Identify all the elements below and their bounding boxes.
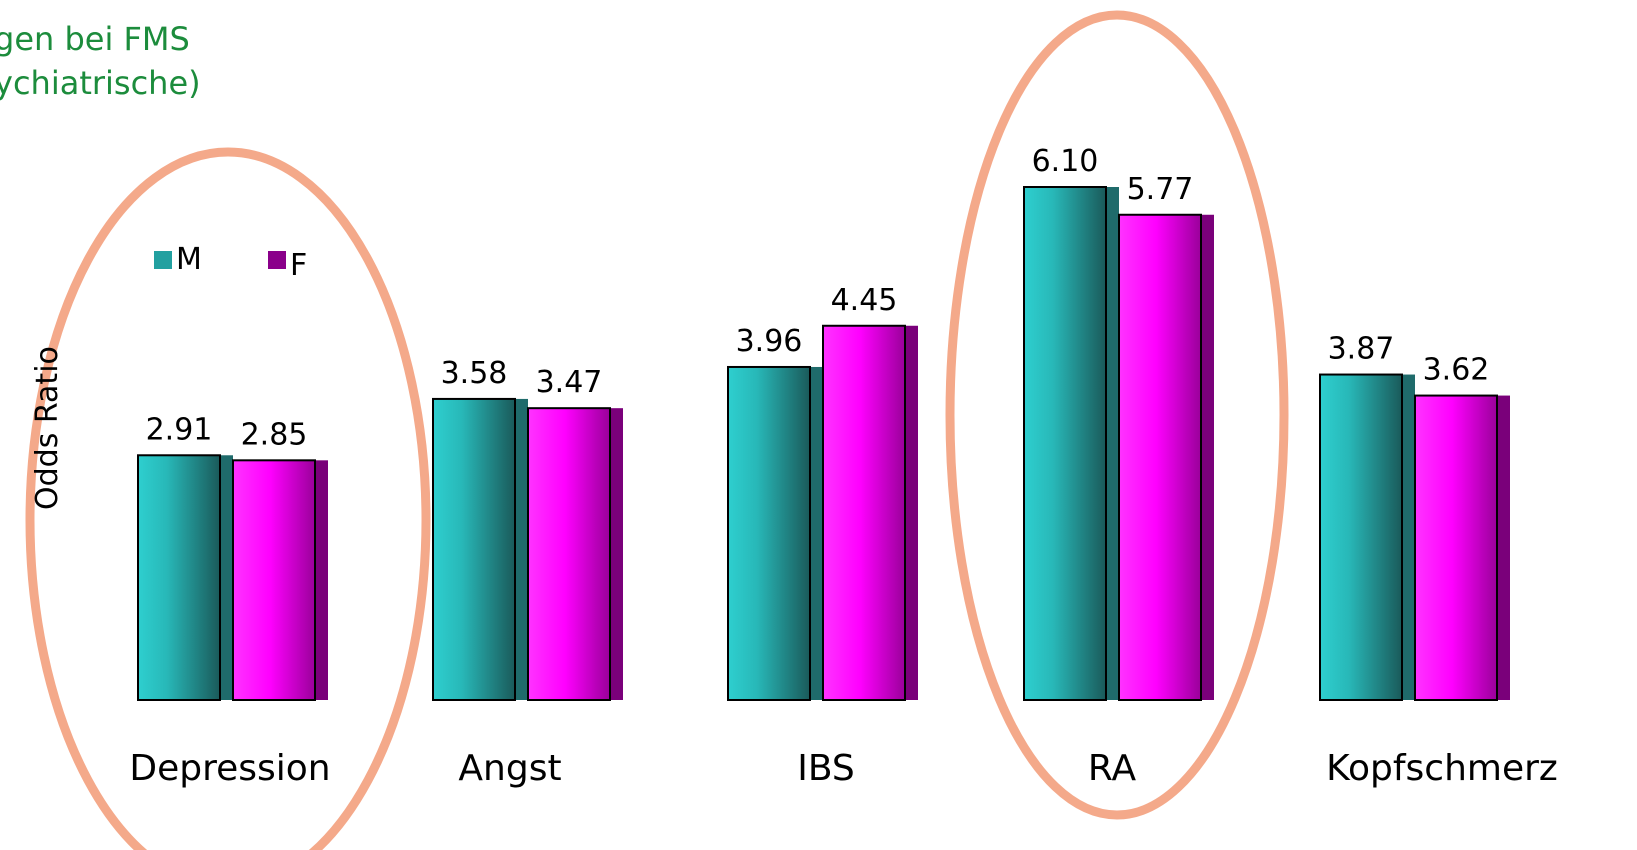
value-label-f-angst: 3.47 [536,365,603,400]
chart-title-line-1: gen bei FMS [0,20,190,58]
highlight-ellipse-ra [945,10,1289,820]
chart-title-line-2: ychiatrische) [0,64,201,102]
legend-swatch-f [268,250,286,269]
value-label-m-kopfschmerz: 3.87 [1328,332,1395,367]
value-label-f-ibs: 4.45 [831,283,898,318]
legend-item-f: F [268,242,307,283]
bar-side-m-depression [220,455,233,700]
value-label-f-kopfschmerz: 3.62 [1423,353,1490,388]
bar-side-f-angst [610,408,623,700]
bar-m-ibs [727,365,811,701]
value-label-m-depression: 2.91 [146,412,213,447]
bar-m-ra [1023,186,1107,701]
y-axis-label: Odds Ratio [30,346,65,510]
bar-side-f-depression [315,460,328,700]
legend-label-m: M [176,242,202,277]
bar-side-m-ra [1106,187,1119,700]
value-label-f-ra: 5.77 [1127,172,1194,207]
value-label-f-depression: 2.85 [241,417,308,452]
bar-f-depression [232,459,316,701]
legend-label-f: F [290,248,308,283]
bar-side-m-ibs [810,366,823,700]
bar-m-angst [432,397,516,701]
category-label-ibs: IBS [797,748,855,789]
legend-swatch-m [154,250,172,269]
bar-f-angst [527,407,611,701]
category-label-kopfschmerz: Kopfschmerz [1326,748,1558,789]
bar-f-ra [1118,213,1202,701]
value-label-m-angst: 3.58 [441,356,508,391]
bar-side-m-kopfschmerz [1402,374,1415,700]
bar-m-kopfschmerz [1319,373,1403,701]
bar-side-f-ibs [905,325,918,700]
bar-side-f-ra [1201,214,1214,701]
legend-item-m: M [154,242,202,277]
value-label-m-ra: 6.10 [1032,144,1099,179]
bar-side-f-kopfschmerz [1497,395,1510,700]
category-label-depression: Depression [129,748,330,789]
value-label-m-ibs: 3.96 [736,324,803,359]
bar-m-depression [137,454,221,701]
highlight-ellipse-depression [25,147,431,850]
category-label-angst: Angst [458,748,561,789]
bar-side-m-angst [515,398,528,700]
bar-f-ibs [822,324,906,701]
category-label-ra: RA [1088,748,1137,789]
bar-f-kopfschmerz [1414,394,1498,701]
